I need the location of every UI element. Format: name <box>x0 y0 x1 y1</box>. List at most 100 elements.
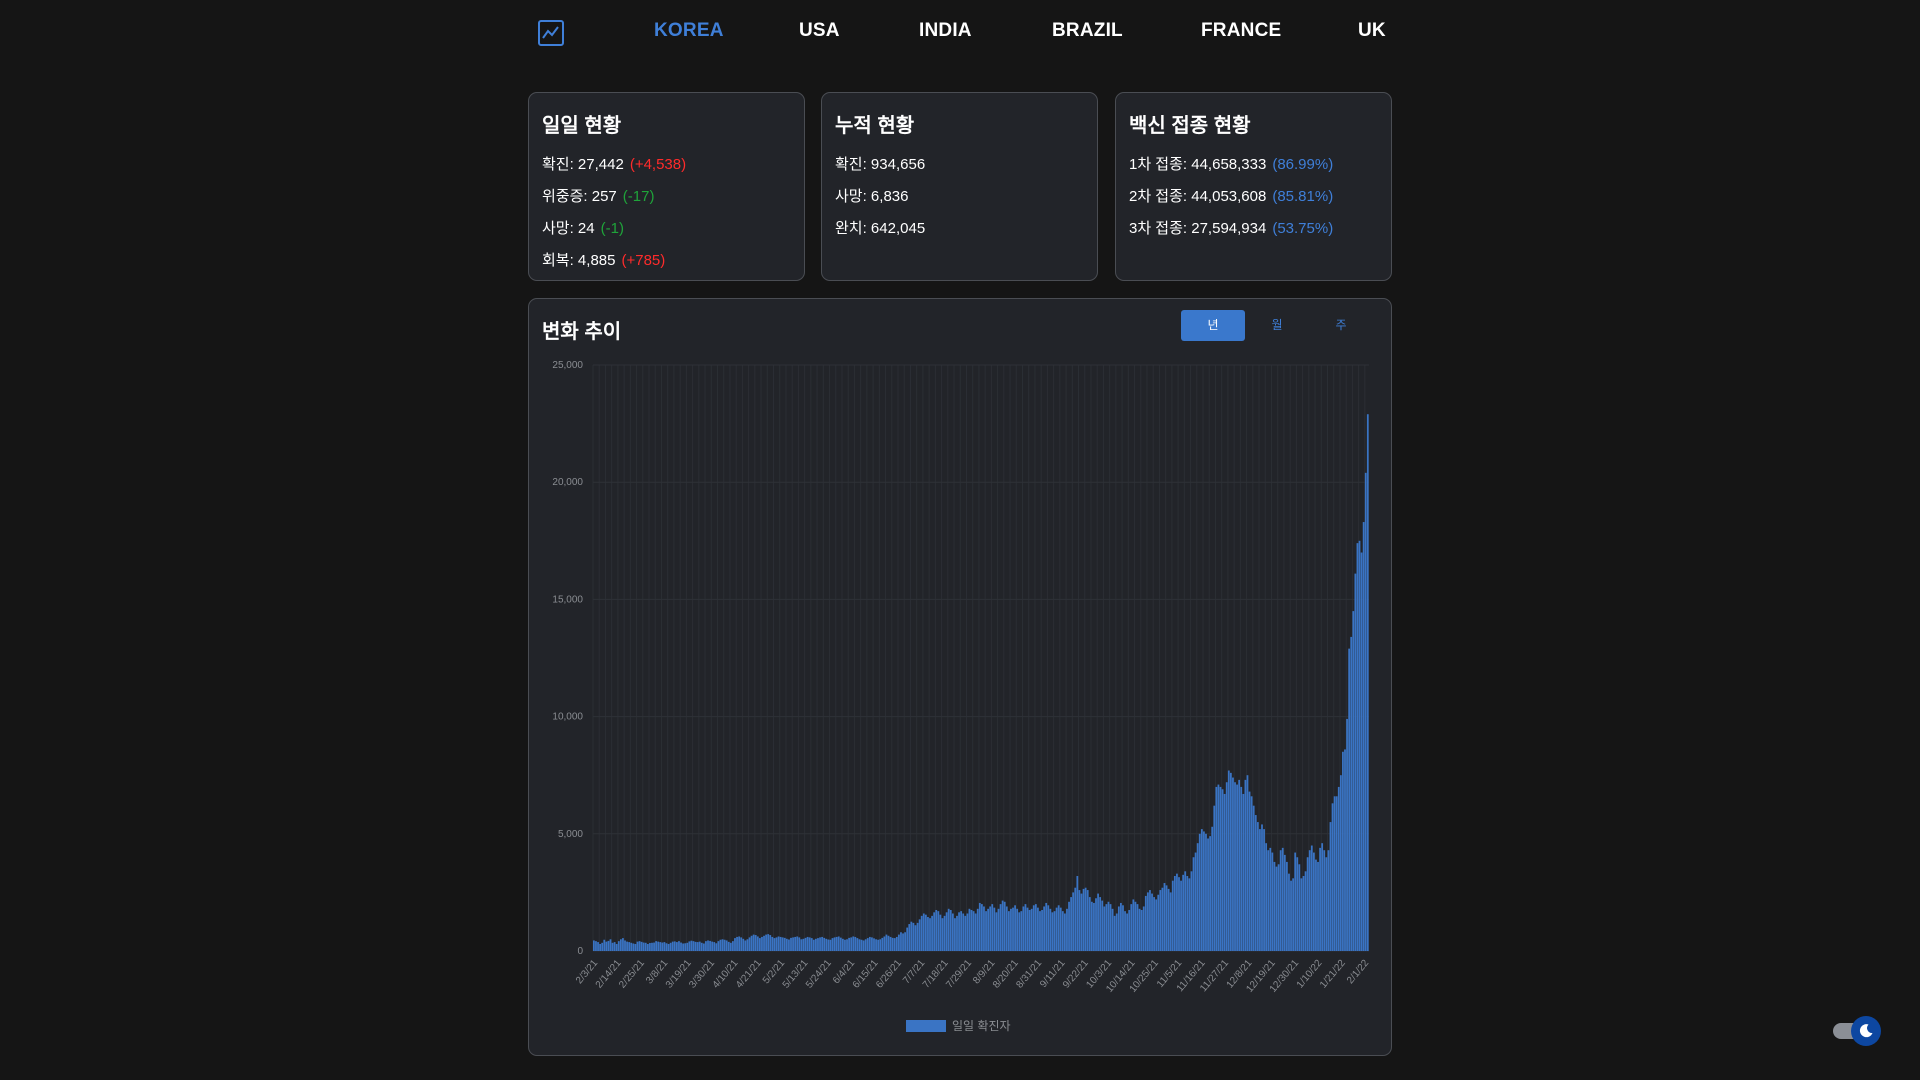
bar[interactable] <box>667 943 670 951</box>
bar[interactable] <box>1010 908 1012 951</box>
bar[interactable] <box>628 942 631 951</box>
bar[interactable] <box>1076 875 1079 951</box>
bar[interactable] <box>1315 859 1317 951</box>
bar[interactable] <box>1061 911 1064 951</box>
bar[interactable] <box>1254 815 1257 951</box>
bar[interactable] <box>640 941 643 951</box>
bar[interactable] <box>661 942 664 951</box>
bar[interactable] <box>1078 890 1081 951</box>
bar[interactable] <box>742 938 745 951</box>
bar[interactable] <box>1227 770 1230 951</box>
bar[interactable] <box>916 922 919 951</box>
bar[interactable] <box>1014 905 1016 951</box>
bar[interactable] <box>1352 611 1355 951</box>
bar[interactable] <box>765 934 767 951</box>
bar[interactable] <box>1059 907 1062 951</box>
bar[interactable] <box>866 938 869 951</box>
bar[interactable] <box>1140 909 1143 951</box>
bar[interactable] <box>1232 777 1234 951</box>
bar[interactable] <box>1319 847 1321 951</box>
bar[interactable] <box>999 904 1002 951</box>
bar[interactable] <box>1074 887 1077 951</box>
nav-item-usa[interactable]: USA <box>799 20 840 41</box>
bar[interactable] <box>1323 850 1326 951</box>
bar[interactable] <box>1163 883 1166 951</box>
bar[interactable] <box>783 937 786 951</box>
bar[interactable] <box>873 938 875 951</box>
bar[interactable] <box>1165 885 1168 951</box>
bar[interactable] <box>1259 829 1261 951</box>
bar[interactable] <box>1269 847 1272 951</box>
bar[interactable] <box>1275 866 1278 951</box>
bar[interactable] <box>688 941 691 951</box>
bar[interactable] <box>675 942 678 951</box>
bar[interactable] <box>734 938 736 951</box>
bar[interactable] <box>1178 877 1180 951</box>
bar[interactable] <box>1213 805 1216 951</box>
bar[interactable] <box>1120 902 1122 951</box>
bar[interactable] <box>812 939 815 951</box>
bar[interactable] <box>1238 779 1241 951</box>
bar[interactable] <box>1200 829 1203 951</box>
bar[interactable] <box>1308 850 1311 951</box>
bar[interactable] <box>819 937 821 951</box>
bar[interactable] <box>1302 875 1305 951</box>
bar[interactable] <box>1105 904 1108 951</box>
bar[interactable] <box>1157 894 1160 951</box>
bar[interactable] <box>976 908 979 951</box>
bar[interactable] <box>684 943 687 951</box>
bar[interactable] <box>927 917 929 951</box>
bar[interactable] <box>806 936 809 951</box>
bar[interactable] <box>617 941 620 951</box>
bar[interactable] <box>898 934 900 951</box>
bar[interactable] <box>651 942 653 951</box>
bar[interactable] <box>769 935 772 951</box>
bar[interactable] <box>885 934 888 951</box>
bar[interactable] <box>1321 843 1324 951</box>
bar[interactable] <box>841 938 844 951</box>
bar[interactable] <box>1057 905 1060 951</box>
bar[interactable] <box>655 941 658 951</box>
bar[interactable] <box>682 943 684 951</box>
bar[interactable] <box>1126 913 1129 951</box>
bar[interactable] <box>1063 913 1066 951</box>
bar[interactable] <box>831 938 834 951</box>
bar[interactable] <box>767 934 770 951</box>
bar[interactable] <box>889 936 892 951</box>
bar[interactable] <box>798 937 801 951</box>
bar[interactable] <box>779 936 782 951</box>
bar[interactable] <box>1281 847 1284 951</box>
bar[interactable] <box>663 942 666 951</box>
bar[interactable] <box>1335 796 1338 951</box>
bar[interactable] <box>1051 912 1054 951</box>
bar[interactable] <box>1337 786 1340 951</box>
bar[interactable] <box>883 936 886 951</box>
bar[interactable] <box>727 941 730 951</box>
bar[interactable] <box>877 939 880 951</box>
bar[interactable] <box>1273 861 1276 951</box>
bar[interactable] <box>1329 822 1332 951</box>
bar[interactable] <box>1327 850 1330 951</box>
bar[interactable] <box>1016 908 1019 951</box>
bar[interactable] <box>1256 822 1259 951</box>
bar[interactable] <box>1364 472 1367 951</box>
bar[interactable] <box>939 914 942 951</box>
bar[interactable] <box>738 936 741 951</box>
bar[interactable] <box>839 937 842 951</box>
bar[interactable] <box>1138 908 1141 951</box>
bar[interactable] <box>1043 906 1046 951</box>
bar[interactable] <box>775 937 778 951</box>
bar[interactable] <box>1310 845 1313 951</box>
bar[interactable] <box>777 936 780 951</box>
bar[interactable] <box>951 913 954 951</box>
bar[interactable] <box>1113 915 1116 951</box>
bar[interactable] <box>794 936 797 951</box>
bar[interactable] <box>1134 901 1137 951</box>
bar[interactable] <box>1234 782 1236 951</box>
bar[interactable] <box>1012 907 1014 951</box>
bar[interactable] <box>599 943 601 951</box>
bar[interactable] <box>837 936 840 951</box>
bar[interactable] <box>1088 897 1091 951</box>
bar[interactable] <box>958 912 960 951</box>
bar[interactable] <box>1090 901 1093 951</box>
